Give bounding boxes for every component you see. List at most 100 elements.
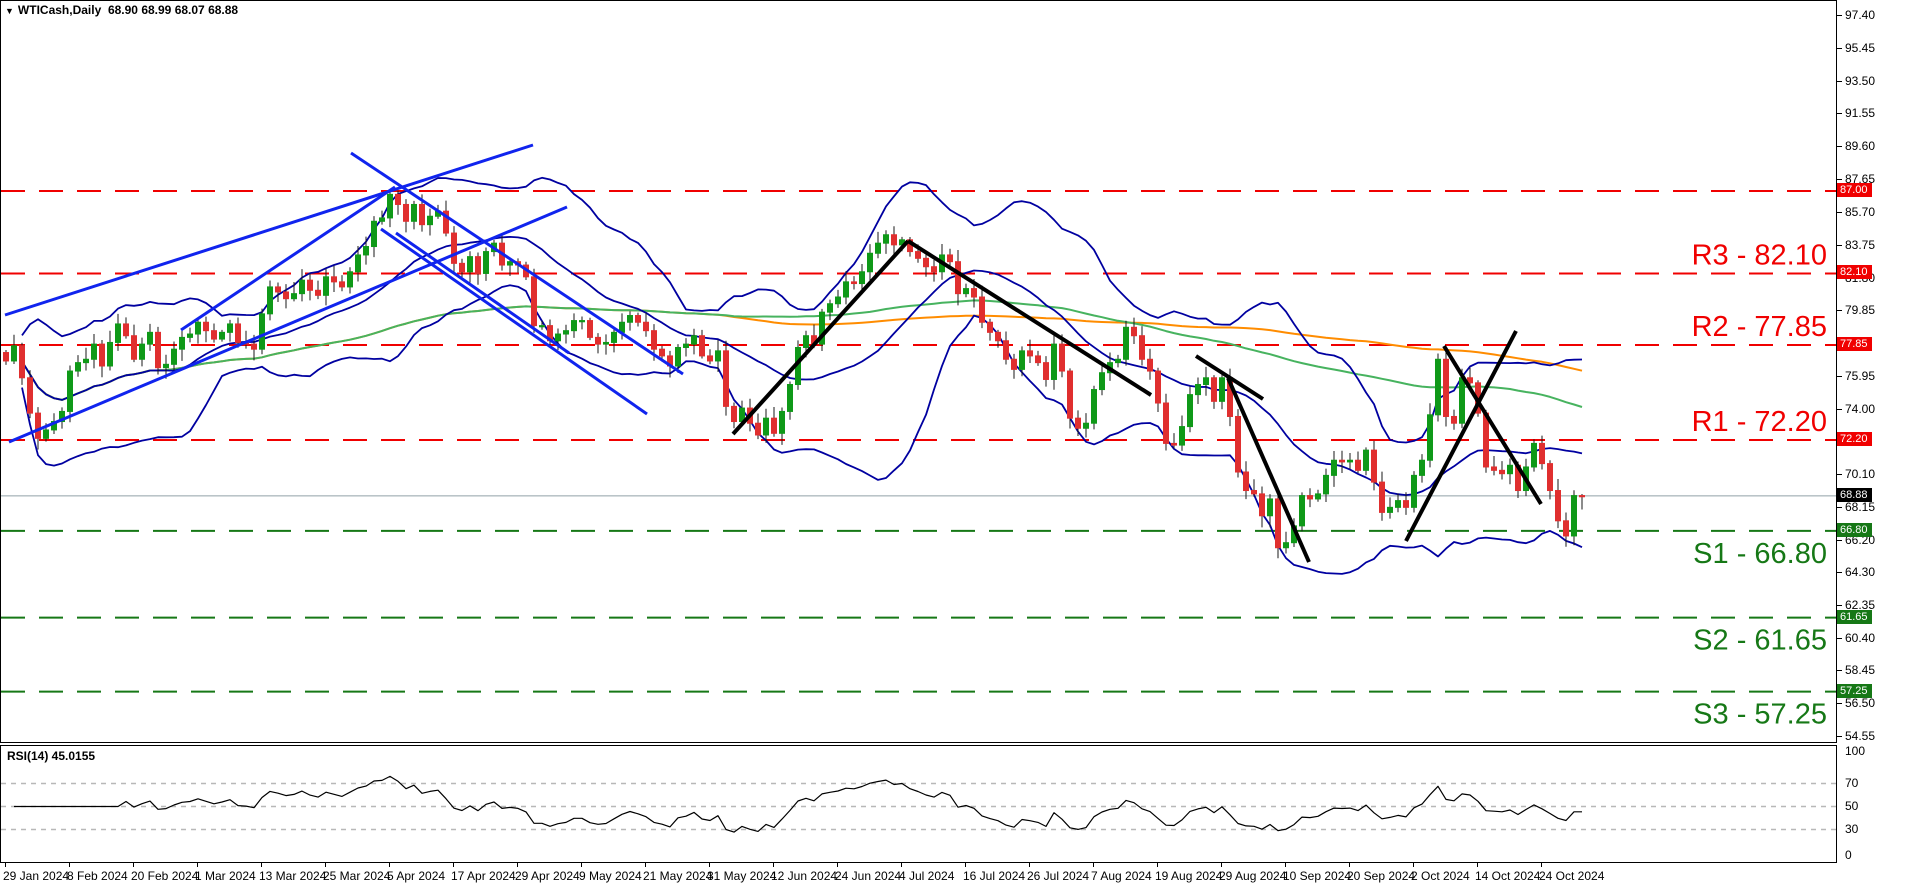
black-trendline-4[interactable] (1226, 377, 1311, 563)
bollinger-middle-band (21, 235, 1583, 497)
candle-body (651, 330, 657, 350)
black-trendline-2[interactable] (906, 239, 1153, 397)
candle-body (411, 203, 417, 222)
blue-trendline-2[interactable] (8, 205, 568, 444)
candle-body (339, 281, 345, 288)
support-label-66.80: S1 - 66.80 (1693, 538, 1827, 570)
candle-body (611, 331, 617, 343)
rsi-indicator-pane[interactable] (0, 745, 1837, 863)
price-tick-54.55: 54.55 (1845, 729, 1876, 744)
date-tick (197, 863, 198, 867)
candle-body (1387, 506, 1393, 513)
symbol-label: WTICash,Daily (17, 3, 102, 17)
candle-body (19, 345, 25, 379)
candle-body (803, 335, 809, 348)
date-axis[interactable]: 29 Jan 2024 8 Feb 2024 20 Feb 2024 1 Mar 20… (0, 863, 1837, 888)
candle-body (1499, 469, 1505, 475)
blue-trendline-6[interactable] (395, 231, 570, 355)
candle-body (963, 288, 969, 295)
candle-body (459, 262, 465, 273)
candle-body (1371, 449, 1377, 483)
rsi-tick-30: 30 (1845, 821, 1859, 836)
price-tick-95.45: 95.45 (1845, 40, 1876, 55)
candle-body (563, 330, 569, 335)
axis-tick (1837, 15, 1842, 16)
sma-orange-line (21, 305, 1583, 401)
candle-body (83, 358, 89, 364)
blue-trendline-5[interactable] (380, 227, 648, 416)
price-chart-pane[interactable]: R3 - 82.10 R2 - 77.85 R1 - 72.20 S1 - 66.80… (0, 0, 1837, 743)
candle-body (995, 331, 1001, 342)
resistance-label-82.10: R3 - 82.10 (1692, 239, 1827, 271)
ohlc-close: 68.88 (208, 3, 239, 17)
candle-body (1427, 414, 1433, 461)
rsi-line (14, 775, 1582, 833)
date-label-25: 24 Oct 2024 (1539, 869, 1605, 883)
candle-body (43, 429, 49, 439)
candle-body (1555, 490, 1561, 522)
ohlc-open: 68.90 (107, 3, 138, 17)
level-tag-72.20: 72.20 (1837, 432, 1872, 447)
candle-body (755, 422, 761, 436)
candle-body (163, 363, 169, 369)
candle-body (1251, 490, 1257, 495)
candle-body (1435, 358, 1441, 416)
candle-body (539, 325, 545, 328)
rsi-tick-50: 50 (1845, 798, 1859, 813)
candle-body (555, 333, 561, 342)
resistance-label-72.20: R1 - 72.20 (1692, 406, 1827, 438)
candle-body (99, 343, 105, 367)
candle-body (427, 215, 433, 226)
black-trendline-1[interactable] (731, 239, 910, 436)
price-tick-85.70: 85.70 (1845, 204, 1876, 219)
price-chart-canvas: R3 - 82.10 R2 - 77.85 R1 - 72.20 S1 - 66.80… (1, 143, 1836, 731)
candle-body (147, 331, 153, 345)
candle-body (603, 341, 609, 345)
candle-body (371, 220, 377, 248)
candle-body (475, 256, 481, 274)
candle-body (971, 288, 977, 298)
axis-tick (1837, 736, 1842, 738)
date-label-13: 12 Jun 2024 (771, 869, 838, 883)
price-tick-70.10: 70.10 (1845, 467, 1876, 482)
black-trendline-6[interactable] (1442, 344, 1543, 506)
date-label-6: 25 Mar 2024 (323, 869, 391, 883)
candle-body (1547, 463, 1553, 492)
candle-body (347, 271, 353, 288)
black-trendline-5[interactable] (1404, 330, 1518, 542)
date-label-14: 24 Jun 2024 (835, 869, 902, 883)
candle-body (299, 279, 305, 295)
date-tick (325, 863, 326, 867)
date-label-3: 20 Feb 2024 (131, 869, 199, 883)
candle-body (483, 251, 489, 274)
candle-body (1323, 474, 1329, 495)
candle-body (923, 257, 929, 268)
candle-body (1379, 481, 1385, 513)
date-tick (1285, 863, 1286, 867)
candle-body (1395, 500, 1401, 508)
blue-trendline-4[interactable] (350, 151, 684, 376)
candle-body (723, 350, 729, 407)
candle-body (595, 336, 601, 345)
candle-body (179, 336, 185, 350)
date-label-22: 20 Sep 2024 (1347, 869, 1416, 883)
candle-body (883, 234, 889, 244)
candle-body (403, 203, 409, 222)
candle-body (67, 370, 73, 412)
date-label-1: 29 Jan 2024 (3, 869, 70, 883)
date-tick (837, 863, 838, 867)
price-tick-75.95: 75.95 (1845, 368, 1876, 383)
price-axis[interactable]: 97.40 95.45 93.50 91.55 89.60 87.65 85.70 83.75… (1837, 0, 1916, 743)
chevron-down-icon[interactable]: ▼ (5, 6, 14, 16)
rsi-axis[interactable]: 100 70 50 30 0 (1837, 744, 1916, 863)
blue-trendline-1[interactable] (4, 143, 534, 317)
blue-trendline-3[interactable] (180, 185, 396, 332)
price-tick-68.15: 68.15 (1845, 500, 1876, 515)
candle-body (1075, 417, 1081, 429)
candle-body (171, 348, 177, 365)
axis-tick (1837, 604, 1842, 606)
sma-green-line (21, 299, 1583, 408)
candle-body (1347, 459, 1353, 463)
rsi-tick-0: 0 (1845, 848, 1852, 862)
candle-body (819, 311, 825, 345)
